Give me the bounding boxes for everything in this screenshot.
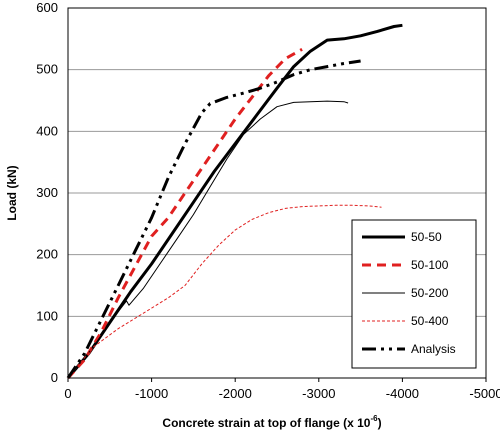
legend-label-50-50: 50-50: [411, 230, 442, 244]
legend-label-50-100: 50-100: [411, 258, 449, 272]
x-tick-label: 0: [64, 386, 71, 401]
x-axis-title: Concrete strain at top of flange (x 10-6…: [162, 414, 381, 430]
x-tick-label: -2000: [219, 386, 252, 401]
x-axis-title-exponent: -6: [370, 414, 378, 423]
x-tick-label: -5000: [469, 386, 500, 401]
series-line-50-50: [66, 23, 403, 379]
y-tick-label: 100: [36, 308, 58, 323]
legend: 50-50 50-100 50-200 50-400 Analysis: [351, 219, 477, 369]
y-tick-label: 600: [36, 0, 58, 15]
axes: [67, 7, 487, 382]
x-tick-label: -3000: [302, 386, 335, 401]
y-tick-label: 500: [36, 62, 58, 77]
y-tick-label: 400: [36, 123, 58, 138]
series-line-50-200: [67, 100, 349, 379]
x-tick-label: -1000: [135, 386, 168, 401]
y-axis-title: Load (kN): [5, 165, 19, 220]
x-axis-title-close: ): [378, 416, 382, 430]
legend-label-50-200: 50-200: [411, 286, 449, 300]
x-tick-label: -4000: [386, 386, 419, 401]
y-tick-label: 200: [36, 247, 58, 262]
data-series: [66, 23, 403, 380]
y-tick-label: 300: [36, 185, 58, 200]
series-line-50-400: [67, 204, 382, 379]
y-tick-label: 0: [51, 370, 58, 385]
legend-label-analysis: Analysis: [411, 342, 456, 356]
plot-area-border: [67, 7, 487, 379]
legend-label-50-400: 50-400: [411, 314, 449, 328]
x-axis-title-text: Concrete strain at top of flange (x 10: [162, 416, 370, 430]
legend-box: [351, 219, 477, 369]
tick-labels: 0 100 200 300 400 500 600 0 -1000 -2000 -3000 -4000…: [36, 0, 500, 401]
series-line-analysis: [66, 59, 361, 379]
